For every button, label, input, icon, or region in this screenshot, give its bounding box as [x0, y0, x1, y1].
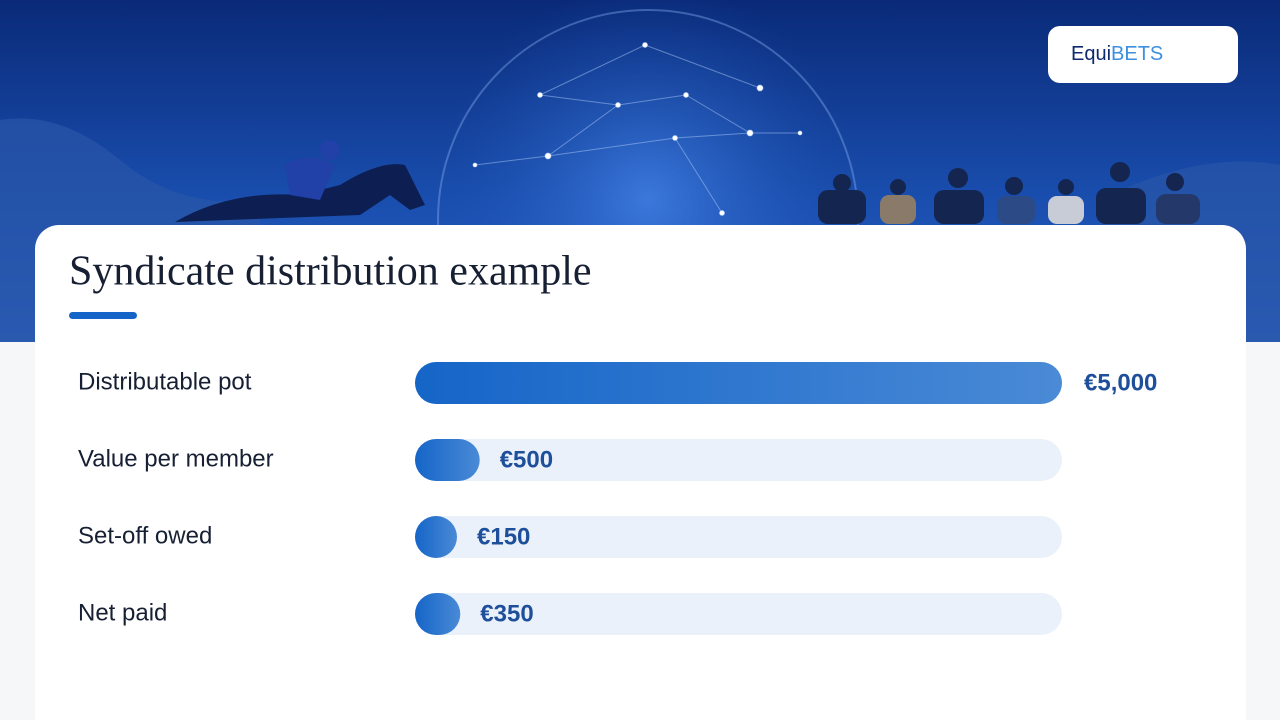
title-underline [69, 312, 137, 319]
bar-track [415, 516, 1062, 558]
value-label: €150 [477, 523, 530, 550]
category-label: Value per member [78, 445, 274, 472]
brand-suffix[interactable]: BETS [1111, 43, 1163, 65]
value-label: €5,000 [1084, 369, 1157, 396]
brand-prefix[interactable]: Equi [1071, 43, 1111, 65]
category-label: Net paid [78, 599, 167, 626]
plot: Distributable pot €5,000 Value per member €… [78, 362, 1157, 635]
value-label: €500 [500, 446, 553, 473]
bar-track [415, 593, 1062, 635]
bar [415, 516, 457, 558]
bar [415, 593, 461, 635]
category-label: Distributable pot [78, 368, 252, 395]
brand-badge[interactable]: EquiBETS [1048, 26, 1238, 83]
brand-logo[interactable]: EquiBETS [1071, 43, 1163, 65]
bar [415, 362, 1062, 404]
category-label: Set-off owed [78, 522, 212, 549]
bar-track [415, 439, 1062, 481]
value-label: €350 [480, 600, 533, 627]
bar [415, 439, 480, 481]
chart-title: Syndicate distribution example [69, 249, 592, 295]
